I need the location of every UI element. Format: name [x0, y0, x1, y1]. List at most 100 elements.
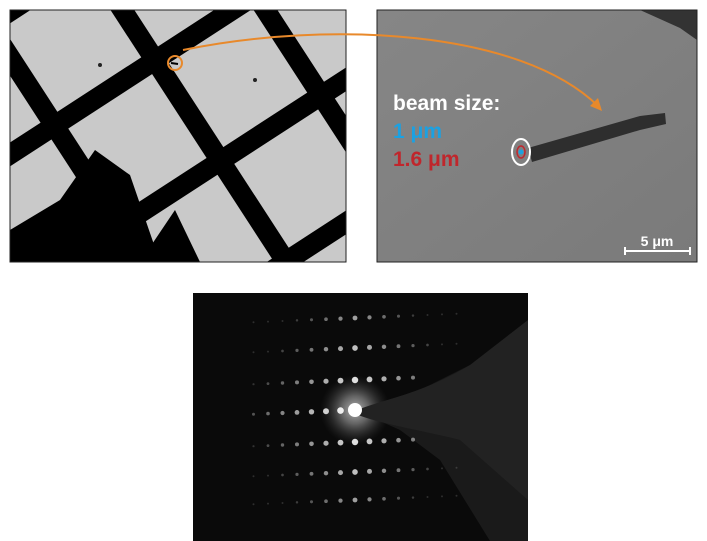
- diffraction-spot: [324, 347, 328, 351]
- diffraction-spot: [323, 379, 328, 384]
- diffraction-image: [193, 293, 528, 541]
- diffraction-spot: [338, 316, 342, 320]
- diffraction-spot: [266, 412, 270, 416]
- diffraction-spot: [309, 409, 314, 414]
- diffraction-spot: [352, 377, 358, 383]
- diffraction-spot: [267, 444, 270, 447]
- diffraction-spot: [267, 321, 269, 323]
- figure: beam size: 1 μm 1.6 μm 5 μm: [0, 0, 707, 541]
- diffraction-spot: [295, 442, 299, 446]
- diffraction-spot: [367, 376, 373, 382]
- diffraction-spot: [441, 467, 443, 469]
- diffraction-spot: [456, 495, 458, 497]
- diffraction-spot: [323, 408, 329, 414]
- diffraction-spot: [411, 344, 414, 347]
- diffraction-spot: [253, 475, 255, 477]
- diffraction-spot: [381, 438, 386, 443]
- diffraction-spot: [282, 502, 284, 504]
- diffraction-spot: [456, 313, 458, 315]
- diffraction-spot: [281, 381, 284, 384]
- diffraction-spot: [352, 439, 358, 445]
- diffraction-spot: [338, 378, 344, 384]
- diffraction-spot: [412, 496, 414, 498]
- diffraction-spot: [456, 467, 458, 469]
- diffraction-spot: [382, 345, 386, 349]
- diffraction-spot: [382, 497, 386, 501]
- diffraction-spot: [338, 498, 342, 502]
- diffraction-spot: [296, 319, 298, 321]
- diffraction-spot: [352, 345, 358, 351]
- diffraction-spot: [253, 351, 255, 353]
- diffraction-spot: [427, 496, 429, 498]
- diffraction-spot: [397, 315, 400, 318]
- diffraction-spot: [441, 343, 443, 345]
- diffraction-spot: [295, 380, 299, 384]
- diffraction-spot: [324, 317, 328, 321]
- diffraction-spot: [281, 443, 284, 446]
- annotation-beam-small: 1 μm: [393, 120, 442, 143]
- annotation-beam-large: 1.6 μm: [393, 148, 460, 171]
- diffraction-spot: [411, 376, 415, 380]
- diffraction-spot: [396, 438, 401, 443]
- diffraction-spot: [280, 411, 284, 415]
- diffraction-spot: [367, 438, 373, 444]
- diffraction-spot: [441, 313, 443, 315]
- diffraction-spot: [382, 315, 386, 319]
- diffraction-spot: [411, 468, 414, 471]
- diffraction-spot: [309, 379, 314, 384]
- diffraction-spot: [367, 497, 371, 501]
- diffraction-spot: [381, 376, 386, 381]
- diffraction-spot: [397, 344, 401, 348]
- diffraction-spot: [324, 499, 328, 503]
- diffraction-spot: [310, 472, 314, 476]
- diffraction-spot: [267, 351, 269, 353]
- diffraction-spot: [441, 495, 443, 497]
- diffraction-spot: [310, 348, 314, 352]
- diffraction-spot: [295, 349, 298, 352]
- page: beam size: 1 μm 1.6 μm 5 μm (() => { con…: [0, 0, 707, 541]
- diffraction-spot: [323, 441, 328, 446]
- diffraction-spot: [353, 316, 358, 321]
- diffraction-spot: [282, 320, 284, 322]
- detail-image: beam size: 1 μm 1.6 μm 5 μm: [377, 10, 697, 262]
- diffraction-spot: [252, 413, 255, 416]
- diffraction-spot: [397, 468, 401, 472]
- diffraction-spot: [324, 471, 328, 475]
- diffraction-spot: [426, 344, 429, 347]
- diffraction-spot: [296, 501, 298, 503]
- diffraction-spot: [427, 314, 429, 316]
- diffraction-spot: [310, 500, 313, 503]
- annotation-heading: beam size:: [393, 92, 500, 115]
- diffraction-spot: [411, 438, 415, 442]
- diffraction-spot: [382, 469, 386, 473]
- diffraction-spot: [252, 445, 254, 447]
- diffraction-spot: [309, 441, 314, 446]
- diffraction-spot: [367, 315, 371, 319]
- diffraction-spot: [338, 440, 344, 446]
- diffraction-spot: [353, 498, 358, 503]
- diffraction-spot: [267, 382, 270, 385]
- diffraction-spot: [281, 474, 284, 477]
- diffraction-spot: [310, 318, 313, 321]
- diffraction-spot: [367, 469, 372, 474]
- diffraction-spot: [367, 345, 372, 350]
- diffraction-spot: [352, 469, 358, 475]
- diffraction-spot: [426, 468, 429, 471]
- diffraction-spot: [253, 321, 255, 323]
- diffraction-spot: [267, 475, 269, 477]
- diffraction-spot: [412, 314, 414, 316]
- central-beam: [348, 403, 362, 417]
- diffraction-spot: [253, 503, 255, 505]
- diffraction-spot: [397, 497, 400, 500]
- diffraction-spot: [456, 343, 458, 345]
- diffraction-spot: [337, 407, 344, 414]
- diffraction-spot: [252, 383, 254, 385]
- diffraction-spot: [396, 376, 401, 381]
- scale-bar-label: 5 μm: [641, 233, 674, 249]
- diffraction-spot: [295, 473, 298, 476]
- diffraction-spot: [267, 503, 269, 505]
- diffraction-spot: [338, 470, 343, 475]
- diffraction-spot: [338, 346, 343, 351]
- diffraction-spot: [281, 350, 284, 353]
- diffraction-spot: [295, 410, 300, 415]
